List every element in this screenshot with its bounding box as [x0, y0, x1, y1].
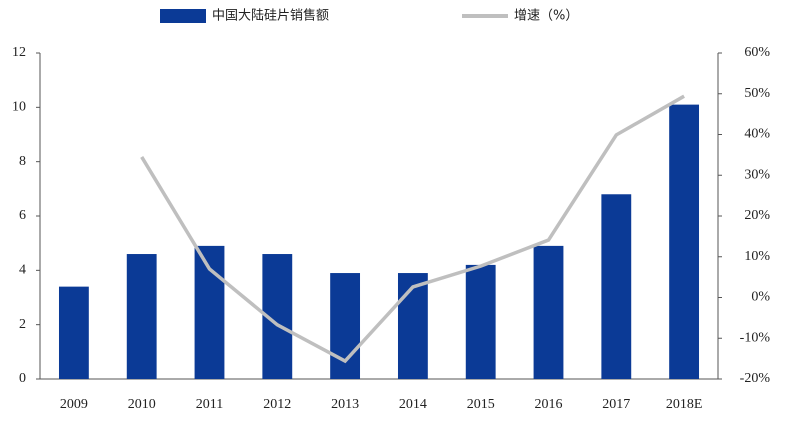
x-tick-label: 2010: [128, 397, 156, 412]
y2-tick-label: 10%: [744, 249, 770, 264]
y-tick-label: 4: [19, 263, 26, 278]
y2-tick-label: 30%: [744, 167, 770, 182]
bar: [669, 104, 700, 379]
y2-tick-label: 40%: [744, 127, 770, 142]
bar: [58, 286, 89, 379]
y2-tick-label: -20%: [740, 371, 771, 386]
x-tick-label: 2009: [60, 397, 88, 412]
legend: 中国大陆硅片销售额 增速（%）: [160, 8, 578, 24]
bar: [465, 264, 496, 379]
x-tick-label: 2013: [331, 397, 359, 412]
y2-tick-label: 20%: [744, 208, 770, 223]
y-tick-label: 8: [19, 154, 26, 169]
bar: [533, 245, 564, 379]
bar: [601, 194, 632, 379]
x-tick-label: 2016: [535, 397, 563, 412]
bar: [126, 254, 157, 379]
x-tick-label: 2015: [467, 397, 495, 412]
y2-tick-label: 60%: [744, 45, 770, 60]
legend-label: 中国大陆硅片销售额: [212, 8, 329, 24]
y2-tick-label: -10%: [740, 330, 771, 345]
x-tick-label: 2018E: [666, 397, 703, 412]
x-tick-label: 2011: [196, 397, 223, 412]
bar: [397, 273, 428, 379]
y2-tick-label: 50%: [744, 86, 770, 101]
bar: [330, 273, 361, 379]
y-tick-label: 0: [19, 371, 26, 386]
y-tick-label: 12: [12, 45, 26, 60]
line: [140, 94, 685, 364]
x-tick-label: 2014: [399, 397, 427, 412]
y-tick-label: 2: [19, 317, 26, 332]
legend-label: 增速（%）: [514, 9, 578, 24]
x-tick-label: 2012: [263, 397, 291, 412]
y-tick-label: 6: [19, 208, 26, 223]
y-tick-label: 10: [12, 100, 26, 115]
y2-tick-label: 0%: [751, 290, 770, 305]
legend-swatch: [160, 9, 206, 23]
x-tick-label: 2017: [602, 397, 630, 412]
